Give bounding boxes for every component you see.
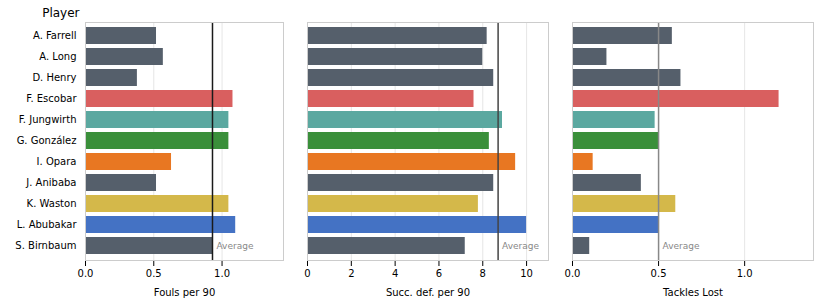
svg-text:Player: Player: [42, 6, 79, 20]
svg-text:0.0: 0.0: [78, 268, 94, 279]
svg-text:0.5: 0.5: [651, 268, 667, 279]
svg-text:I. Opara: I. Opara: [37, 156, 77, 167]
svg-text:4: 4: [392, 268, 398, 279]
svg-text:J. Anibaba: J. Anibaba: [25, 177, 76, 188]
svg-text:Succ. def. per 90: Succ. def. per 90: [386, 287, 470, 298]
svg-text:A. Farrell: A. Farrell: [33, 30, 77, 41]
svg-text:Average: Average: [502, 241, 539, 251]
svg-text:F. Jungwirth: F. Jungwirth: [19, 114, 77, 125]
svg-text:Tackles Lost: Tackles Lost: [662, 287, 723, 298]
svg-text:A. Long: A. Long: [39, 51, 76, 62]
svg-text:Fouls per 90: Fouls per 90: [154, 287, 216, 298]
svg-text:Average: Average: [663, 241, 700, 251]
svg-text:S. Birnbaum: S. Birnbaum: [15, 240, 76, 251]
svg-text:K. Waston: K. Waston: [27, 198, 77, 209]
svg-text:10: 10: [520, 268, 533, 279]
svg-text:F. Escobar: F. Escobar: [26, 93, 77, 104]
svg-text:L. Abubakar: L. Abubakar: [17, 219, 78, 230]
svg-text:0.5: 0.5: [146, 268, 162, 279]
svg-text:6: 6: [436, 268, 442, 279]
svg-text:Average: Average: [216, 241, 253, 251]
svg-text:1.0: 1.0: [214, 268, 230, 279]
svg-text:2: 2: [348, 268, 354, 279]
svg-text:G. González: G. González: [17, 135, 77, 146]
svg-text:0.0: 0.0: [565, 268, 581, 279]
svg-text:D. Henry: D. Henry: [32, 72, 76, 83]
svg-text:0: 0: [304, 268, 310, 279]
svg-text:8: 8: [480, 268, 486, 279]
svg-text:1.0: 1.0: [737, 268, 753, 279]
